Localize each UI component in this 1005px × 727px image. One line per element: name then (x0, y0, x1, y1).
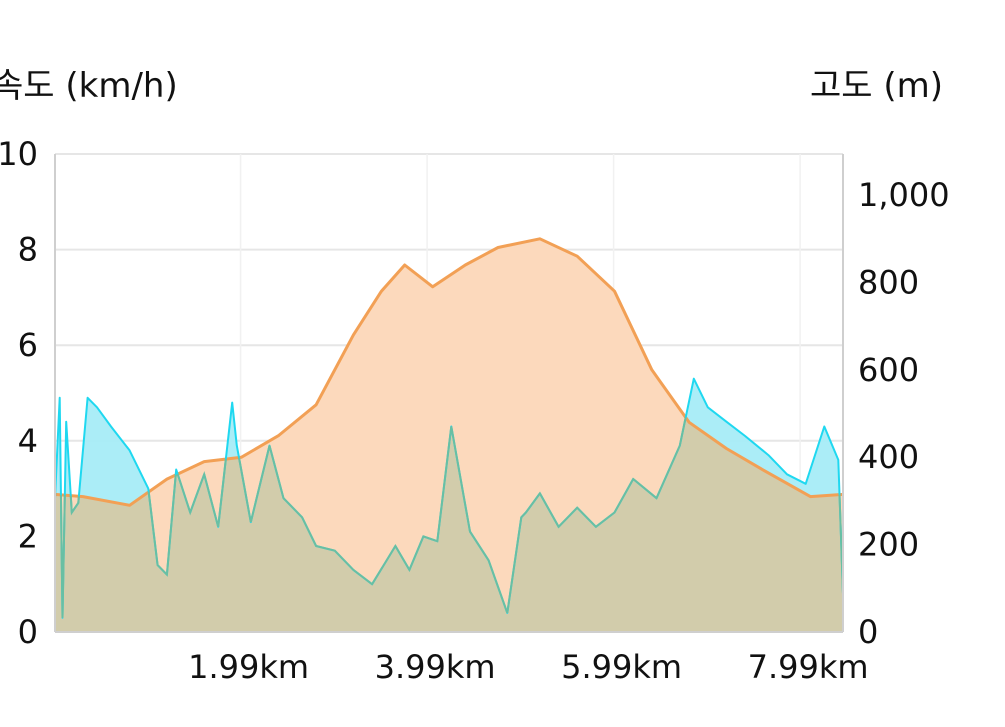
chart-axes (54, 154, 844, 633)
right-tick-label: 600 (858, 351, 919, 389)
elevation-line (54, 237, 844, 507)
x-tick-label: 3.99km (375, 648, 496, 686)
left-tick-label: 8 (18, 231, 38, 269)
left-tick-label: 10 (0, 135, 38, 173)
x-axis-ticks: 1.99km 3.99km 5.99km 7.99km (188, 648, 868, 686)
left-tick-label: 6 (18, 326, 38, 364)
left-tick-label: 2 (18, 517, 38, 555)
overlap-area (55, 378, 843, 632)
right-tick-label: 1,000 (858, 176, 950, 214)
left-tick-label: 4 (18, 422, 38, 460)
right-tick-label: 200 (858, 526, 919, 564)
right-axis-title: 고도 (m) (810, 66, 943, 106)
x-tick-label: 1.99km (188, 648, 309, 686)
right-axis-ticks: 0 200 400 600 800 1,000 (858, 176, 950, 651)
right-tick-label: 800 (858, 263, 919, 301)
right-tick-label: 400 (858, 438, 919, 476)
left-axis-title: 속도 (km/h) (0, 66, 178, 106)
left-tick-label: 0 (18, 613, 38, 651)
chart-areas (54, 237, 844, 633)
right-tick-label: 0 (858, 613, 878, 651)
x-tick-label: 5.99km (561, 648, 682, 686)
x-tick-label: 7.99km (748, 648, 869, 686)
left-axis-ticks: 0 2 4 6 8 10 (0, 135, 38, 651)
